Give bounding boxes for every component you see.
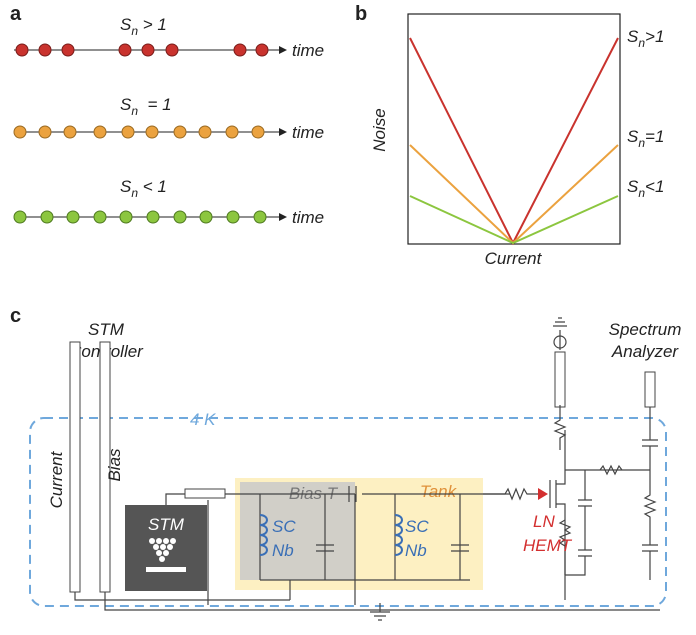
tank-label: Tank [420,482,458,501]
coax [70,342,80,592]
curve [410,38,618,243]
axis-label: time [292,123,324,142]
text-part: S [627,177,639,196]
curve-label: Sn=1 [627,127,664,150]
inductor-label: Nb [405,541,427,560]
coax [555,352,565,407]
line-label: Current [47,450,66,508]
curve-label: Sn>1 [627,27,664,50]
row-label: Sn = 1 [120,95,172,118]
text-part: S [120,177,132,196]
panel-label: a [10,3,22,25]
text-part: S [627,127,639,146]
text-part: <1 [645,177,664,196]
line-label: Bias [105,448,124,482]
text-part: >1 [645,27,664,46]
inductor-label: Nb [272,541,294,560]
text-part: > 1 [138,15,167,34]
axis-label: time [292,208,324,227]
sample [146,567,186,572]
analyzer-label: Spectrum [609,320,682,339]
text-part: S [627,27,639,46]
page: a Sn > 1 time Sn = 1 time Sn < 1 time b … [0,0,696,635]
text-part: = 1 [138,95,172,114]
text-part: < 1 [138,177,167,196]
panel-label: b [355,3,367,25]
figure: a Sn > 1 time Sn = 1 time Sn < 1 time b … [0,0,696,635]
controller-label: STM [88,320,125,339]
temperature-label: 4 K [190,410,216,429]
curve [410,196,618,243]
analyzer-label: Analyzer [611,342,679,361]
y-axis-label: Noise [370,108,389,151]
row: Sn = 1 time [14,95,324,142]
inductor-label: SC [405,517,429,536]
axis-label: time [292,41,324,60]
amplifier-label: LN [533,512,555,531]
stm-label: STM [148,515,185,534]
row-label: Sn > 1 [120,15,167,38]
curve-label: Sn<1 [627,177,664,200]
panel-label: c [10,305,21,327]
coax [645,372,655,407]
inductor-label: SC [272,517,296,536]
row: Sn > 1 time [14,15,324,60]
text-part: S [120,15,132,34]
row-label: Sn < 1 [120,177,167,200]
x-axis-label: Current [485,249,543,268]
curve [410,145,618,243]
amplifier-label: HEMT [523,536,573,555]
text-part: =1 [645,127,664,146]
row: Sn < 1 time [14,177,324,227]
coax [185,489,225,498]
text-part: S [120,95,132,114]
